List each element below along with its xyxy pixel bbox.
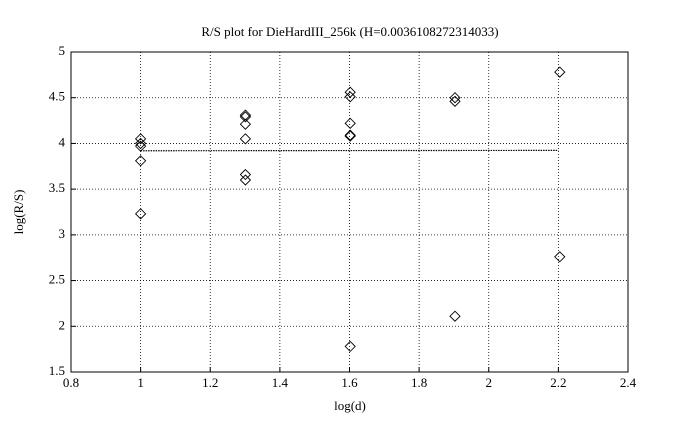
x-tick-label: 2 bbox=[486, 375, 493, 390]
y-tick-label: 1.5 bbox=[49, 363, 65, 378]
point bbox=[344, 130, 356, 142]
point bbox=[239, 111, 252, 123]
point bbox=[554, 66, 566, 78]
point bbox=[449, 310, 461, 322]
y-axis-label: log(R/S) bbox=[11, 190, 26, 235]
point bbox=[239, 133, 252, 145]
point bbox=[344, 91, 356, 103]
point bbox=[239, 118, 252, 130]
point bbox=[449, 95, 461, 108]
x-tick-label: 1.6 bbox=[341, 375, 358, 390]
chart-title: R/S plot for DieHardIII_256k (H=0.003610… bbox=[201, 24, 498, 39]
y-tick-label: 3 bbox=[59, 226, 66, 241]
point bbox=[554, 251, 566, 263]
y-tick-label: 3.5 bbox=[49, 180, 65, 195]
y-tick-label: 4 bbox=[59, 134, 66, 149]
point bbox=[344, 129, 356, 141]
point bbox=[134, 133, 147, 145]
x-axis-label: log(d) bbox=[334, 398, 366, 413]
x-tick-label: 1 bbox=[137, 375, 144, 390]
x-tick-label: 0.8 bbox=[63, 375, 79, 390]
y-tick-label: 2 bbox=[59, 317, 66, 332]
point bbox=[239, 168, 252, 181]
point bbox=[134, 137, 147, 150]
x-tick-label: 2.4 bbox=[620, 375, 637, 390]
point bbox=[134, 140, 147, 152]
x-tick-label: 1.2 bbox=[202, 375, 218, 390]
x-tick-label: 1.4 bbox=[272, 375, 289, 390]
point bbox=[134, 208, 147, 220]
y-tick-label: 2.5 bbox=[49, 272, 65, 287]
x-tick-label: 1.8 bbox=[411, 375, 427, 390]
point bbox=[344, 340, 356, 353]
point bbox=[134, 155, 147, 167]
point bbox=[239, 109, 252, 121]
point bbox=[239, 174, 252, 186]
point bbox=[344, 117, 356, 129]
point bbox=[344, 86, 356, 98]
plot-frame bbox=[70, 51, 629, 373]
y-tick-label: 5 bbox=[59, 43, 66, 58]
point bbox=[449, 92, 461, 104]
y-tick-label: 4.5 bbox=[49, 89, 65, 104]
x-tick-label: 2.2 bbox=[550, 375, 566, 390]
